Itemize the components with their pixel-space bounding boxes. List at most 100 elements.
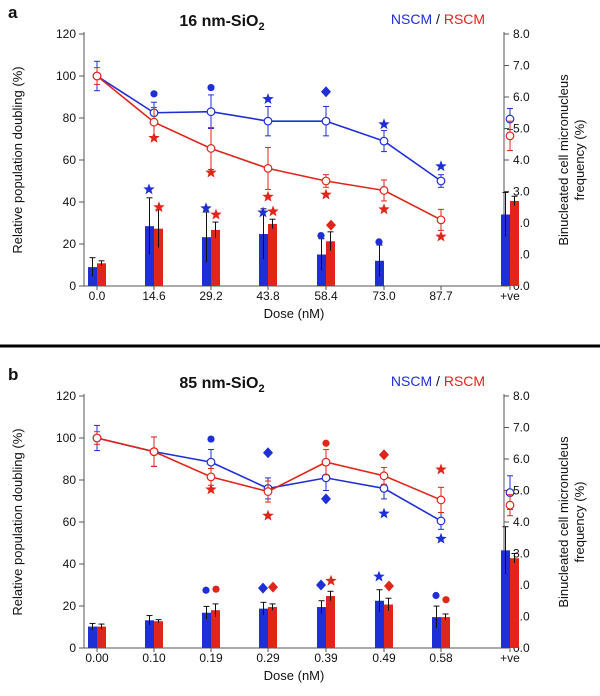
significance-star-marker (143, 183, 155, 195)
y-right-tick-label: 5.0 (513, 484, 530, 498)
x-tick-label: 0.49 (372, 651, 396, 665)
bar-rscm (154, 228, 163, 286)
significance-star-marker (205, 166, 217, 178)
y-left-tick-label: 0 (69, 641, 76, 655)
line-point-nscm (436, 516, 446, 526)
y-axis-left-label: Relative population doubling (%) (10, 66, 25, 253)
line-point-nscm (206, 457, 216, 467)
x-tick-label: 0.39 (314, 651, 338, 665)
significance-star-marker (435, 532, 447, 544)
significance-circle-marker (212, 585, 220, 593)
y-axis-right-label-line2: frequency (%) (572, 120, 587, 201)
y-left-tick-label: 120 (56, 27, 76, 41)
y-right-tick-label: 7.0 (513, 59, 530, 73)
bar-rscm (441, 617, 450, 648)
line-point-rscm (321, 176, 331, 186)
y-right-tick-label: 8.0 (513, 389, 530, 403)
line-point-nscm (263, 116, 273, 126)
significance-star-marker (435, 160, 447, 172)
significance-circle-marker (317, 232, 325, 240)
bar-rscm (326, 241, 335, 286)
significance-star-marker (205, 483, 217, 495)
panel-a: a 16 nm-SiO2 NSCM / RSCM 0 20 40 60 80 100 120 0.0… (8, 3, 587, 321)
legend-separator: / (432, 11, 444, 27)
y-axis-right-label-line1: Binucleated cell micronucleus (556, 436, 571, 608)
y-left-tick-label: 40 (63, 557, 77, 571)
line-point-nscm (379, 136, 389, 146)
chart-title-main: 85 nm-SiO (179, 375, 258, 392)
line-point-rscm (436, 495, 446, 505)
y-left-tick-label: 20 (63, 237, 77, 251)
x-tick-label: 0.00 (85, 651, 109, 665)
significance-circle-marker (442, 596, 450, 604)
significance-diamond-marker (326, 219, 336, 231)
bar-nscm (88, 626, 97, 648)
line-point-rscm (149, 447, 159, 457)
line-point-nscm (379, 484, 389, 493)
legend-rscm: RSCM (444, 11, 485, 27)
chart-title-subscript: 2 (259, 21, 265, 33)
panel-label: b (8, 365, 18, 384)
y-left-tick-label: 80 (63, 473, 77, 487)
y-left-tick-label: 0 (69, 279, 76, 293)
significance-circle-marker (375, 238, 383, 246)
y-left-tick-label: 60 (63, 153, 77, 167)
line-point-rscm (263, 163, 273, 173)
line-point-rscm (263, 487, 273, 496)
significance-star-marker (257, 206, 269, 218)
line-point-rscm (92, 71, 102, 81)
bar-rscm (384, 604, 393, 648)
bar-rscm (211, 229, 220, 286)
x-tick-label: 43.8 (256, 289, 280, 303)
legend: NSCM / RSCM (391, 11, 485, 27)
x-tick-label: 0.58 (429, 651, 453, 665)
significance-star-marker (200, 202, 212, 214)
line-point-rscm (206, 144, 216, 153)
significance-star-marker (267, 205, 279, 217)
x-axis-label: Dose (nM) (264, 668, 325, 683)
y-left-tick-label: 100 (56, 69, 76, 83)
legend: NSCM / RSCM (391, 373, 485, 389)
chart-title-main: 16 nm-SiO (179, 13, 258, 30)
bar-nscm (501, 214, 510, 286)
bar-nscm (259, 608, 268, 648)
significance-diamond-marker (268, 581, 278, 593)
legend-separator: / (432, 373, 444, 389)
y-axis-right-label-line1: Binucleated cell micronucleus (556, 74, 571, 246)
significance-star-marker (262, 509, 274, 521)
significance-star-marker (262, 93, 274, 104)
positive-control-point-rscm (505, 500, 515, 510)
y-left-tick-label: 100 (56, 431, 76, 445)
bar-rscm (154, 621, 163, 648)
y-right-tick-label: 3.0 (513, 547, 530, 561)
y-left-tick-label: 20 (63, 599, 77, 613)
significance-circle-marker (207, 435, 215, 443)
line-point-nscm (321, 116, 331, 126)
y-right-tick-label: 7.0 (513, 421, 530, 435)
significance-diamond-marker (321, 493, 331, 505)
significance-circle-marker (432, 591, 440, 600)
significance-circle-marker (202, 586, 210, 594)
x-tick-label: 0.29 (256, 651, 280, 665)
line-point-rscm (436, 215, 446, 225)
bar-rscm (211, 610, 220, 648)
bar-rscm (97, 626, 106, 648)
y-right-tick-label: 6.0 (513, 90, 530, 104)
chart-title: 16 nm-SiO2 (179, 13, 264, 33)
y-right-tick-label: 6.0 (513, 452, 530, 466)
chart-title-subscript: 2 (259, 383, 265, 395)
significance-star-marker (210, 208, 222, 220)
significance-star-marker (435, 463, 447, 475)
significance-diamond-marker (379, 449, 389, 461)
y-left-tick-label: 40 (63, 195, 77, 209)
bar-nscm (145, 226, 154, 286)
bar-nscm (432, 617, 441, 648)
y-left-tick-label: 80 (63, 111, 77, 125)
y-right-tick-label: 4.0 (513, 153, 530, 167)
bar-rscm (268, 223, 277, 286)
bar-nscm (375, 600, 384, 648)
significance-star-marker (148, 131, 160, 143)
x-tick-label: 87.7 (429, 289, 453, 303)
x-tick-label: 0.19 (199, 651, 223, 665)
